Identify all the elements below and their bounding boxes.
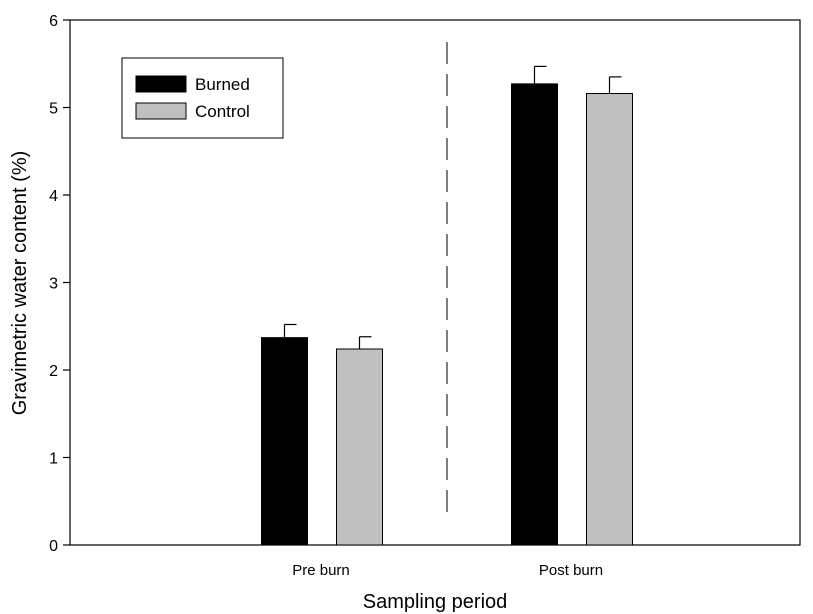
x-axis: Pre burn Post burn [292,562,603,579]
legend-label-control: Control [195,102,250,121]
legend-box [121,57,284,139]
x-tick-label: Post burn [539,562,603,579]
legend: Burned Control [121,57,284,139]
y-tick-label: 2 [49,363,58,380]
bar-control-0 [336,348,383,546]
x-tick-label: Pre burn [292,562,350,579]
x-axis-title: Sampling period [363,591,508,613]
legend-swatch-control [135,102,187,120]
bar-control-1 [586,93,633,546]
legend-label-burned: Burned [195,75,250,94]
y-axis-title: Gravimetric water content (%) [9,151,31,416]
legend-swatch-burned [135,75,187,93]
y-tick-label: 0 [49,538,58,555]
y-tick-label: 6 [49,13,58,30]
y-tick-label: 4 [49,188,58,205]
y-tick-label: 3 [49,276,58,293]
y-axis: 0 1 2 3 4 5 6 [49,13,70,555]
bar-burned-0 [261,337,308,546]
bars-group [261,65,633,546]
bar-burned-1 [511,83,558,546]
y-tick-label: 5 [49,101,58,118]
y-tick-label: 1 [49,451,58,468]
